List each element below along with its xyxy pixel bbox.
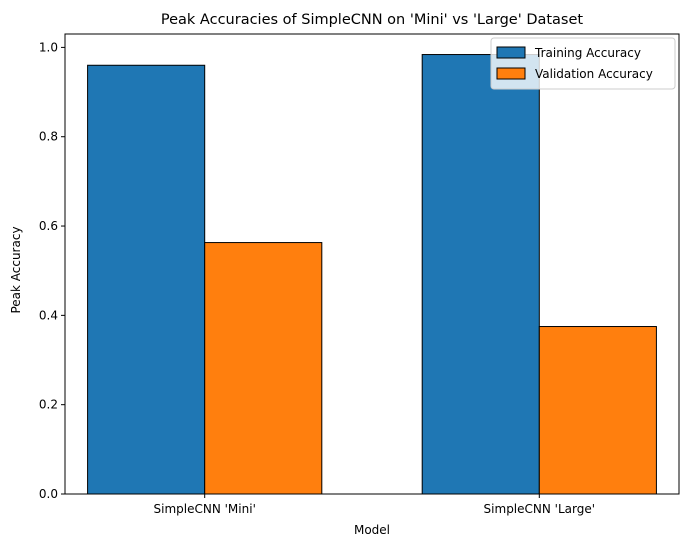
legend-label: Validation Accuracy [535,67,653,81]
bar [421,54,540,495]
x-axis-label: Model [354,523,390,537]
y-tick-label: 1.0 [39,40,58,54]
bar [538,326,657,495]
axes-layer: 0.0 0.2 0.4 0.6 0.8 1.0 SimpleCNN 'Mini' Simple… [39,33,680,516]
legend-swatch [496,67,526,80]
y-axis-label: Peak Accuracy [9,226,23,313]
chart-title: Peak Accuracies of SimpleCNN on 'Mini' v… [161,12,584,28]
legend-swatch [496,46,526,59]
bars-layer [87,54,657,495]
legend-label: Training Accuracy [534,46,641,60]
bar [87,64,206,495]
plot-frame [64,33,680,495]
y-tick-label: 0.6 [39,219,58,233]
legend: Training Accuracy Validation Accuracy [490,37,676,90]
x-tick-label: SimpleCNN 'Mini' [154,502,256,516]
y-tick-label: 0.8 [39,130,58,144]
y-tick-label: 0.4 [39,308,58,322]
x-tick-label: SimpleCNN 'Large' [484,502,595,516]
y-tick-label: 0.2 [39,398,58,412]
bar [204,242,323,495]
y-tick-label: 0.0 [39,487,58,501]
legend-box [490,37,676,90]
